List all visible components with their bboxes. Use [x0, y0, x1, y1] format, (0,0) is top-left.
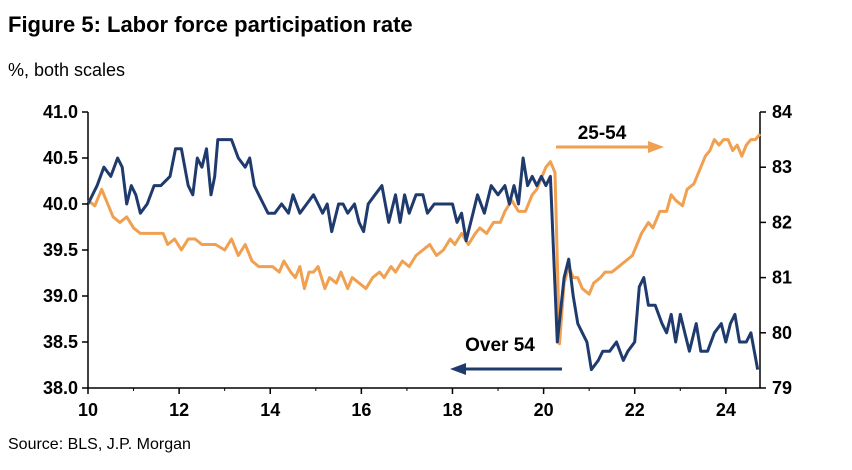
right-tick-label: 81: [772, 268, 792, 288]
series-line-over-54: [86, 138, 760, 372]
annotation-25-54-arrow-head: [648, 141, 664, 153]
x-tick-label: 10: [78, 400, 98, 420]
tick-layer: 38.0 38.5 39.0 39.5 40.0 40.5 41.0 79 80 81 82 83 84…: [43, 102, 792, 420]
chart-subtitle: %, both scales: [8, 60, 126, 80]
left-tick-label: 39.5: [43, 240, 78, 260]
x-tick-label: 12: [169, 400, 189, 420]
right-tick-label: 84: [772, 102, 792, 122]
x-tick-label: 24: [716, 400, 736, 420]
left-tick-label: 40.0: [43, 194, 78, 214]
left-tick-label: 38.5: [43, 332, 78, 352]
left-tick-label: 38.0: [43, 378, 78, 398]
annotation-over-54-label: Over 54: [465, 335, 535, 356]
annotation-over-54-arrow-head: [450, 363, 466, 375]
x-tick-label: 14: [260, 400, 280, 420]
x-tick-label: 16: [351, 400, 371, 420]
left-tick-label: 40.5: [43, 148, 78, 168]
right-tick-label: 82: [772, 212, 792, 232]
chart-source: Source: BLS, J.P. Morgan: [8, 436, 191, 453]
series-line-25-54: [87, 133, 762, 346]
left-tick-label: 41.0: [43, 102, 78, 122]
left-tick-label: 39.0: [43, 286, 78, 306]
x-tick-label: 18: [442, 400, 462, 420]
x-tick-label: 20: [534, 400, 554, 420]
right-tick-label: 83: [772, 157, 792, 177]
right-tick-label: 79: [772, 378, 792, 398]
x-tick-label: 22: [625, 400, 645, 420]
series-layer: [86, 133, 762, 372]
annotation-25-54-label: 25-54: [578, 123, 627, 144]
right-tick-label: 80: [772, 323, 792, 343]
annotation-layer: 25-54 Over 54: [450, 123, 664, 375]
chart-title: Figure 5: Labor force participation rate: [8, 12, 413, 37]
